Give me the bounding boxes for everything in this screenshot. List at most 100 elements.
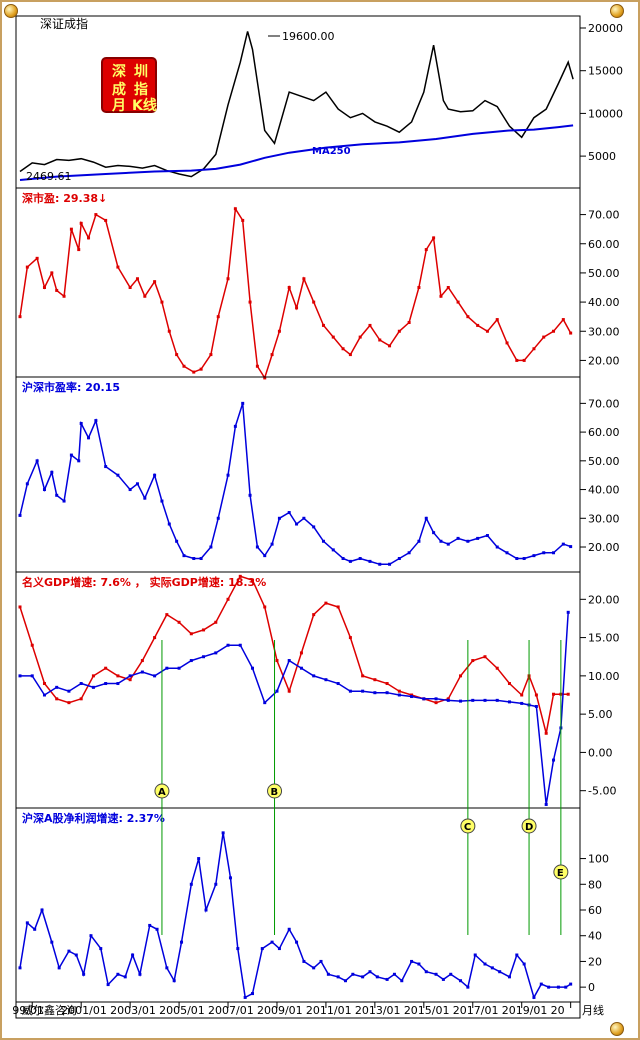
data-point [388, 562, 392, 566]
data-point [275, 659, 279, 663]
data-point [251, 578, 254, 582]
data-point [368, 559, 372, 563]
data-point [471, 659, 475, 663]
y-tick-label: -5.00 [588, 785, 616, 798]
data-point [312, 525, 316, 529]
data-point [263, 701, 267, 705]
data-point [534, 693, 538, 697]
data-point [424, 248, 428, 252]
y-tick-label: 5.00 [588, 708, 613, 721]
chart-panel-2: 20.00 30.00 40.00 50.00 60.00 70.00 深市盈: 29.38… [16, 187, 620, 380]
data-point [331, 335, 335, 339]
data-point [505, 341, 509, 345]
data-point [263, 605, 267, 609]
data-point [302, 516, 306, 520]
panel-title: 深市盈: 29.38↓ [22, 191, 107, 205]
data-point [434, 701, 438, 705]
data-point [167, 329, 171, 333]
data-point [202, 655, 206, 659]
data-point [248, 300, 252, 304]
data-point [87, 436, 91, 440]
data-point [471, 698, 475, 702]
data-point [515, 358, 519, 362]
badge-shenzhen-monthly: 深圳成 指月 K线 [101, 57, 157, 114]
data-point [94, 213, 98, 217]
data-point [507, 975, 511, 979]
badge-char: 指 [134, 81, 148, 98]
badge-char: 圳 [134, 64, 148, 80]
data-point [42, 488, 46, 492]
y-tick-label: 30.00 [588, 512, 620, 525]
data-point [566, 692, 570, 696]
data-point [552, 758, 556, 762]
data-point [226, 643, 230, 647]
data-point [368, 970, 372, 974]
data-point [167, 522, 171, 526]
data-point [358, 335, 362, 339]
data-point [375, 975, 379, 979]
data-point [295, 940, 299, 944]
data-point [312, 300, 316, 304]
marker-d [521, 818, 537, 834]
y-tick-label: 0.00 [588, 746, 613, 759]
chart-panel-1: 5000100001500020000深证成指 [19, 22, 623, 181]
data-point [57, 966, 61, 970]
y-tick-label: 60.00 [588, 426, 620, 439]
data-point [243, 995, 247, 999]
data-point [302, 277, 306, 281]
data-point [94, 419, 98, 423]
data-point [417, 286, 421, 289]
data-point [160, 499, 164, 503]
data-point [522, 557, 526, 561]
badge-char: 月 [111, 98, 126, 114]
x-tick-label: 2017/01 [453, 1004, 499, 1017]
data-point [236, 947, 240, 951]
data-point [277, 516, 281, 520]
data-point [368, 323, 372, 327]
data-point [446, 697, 450, 701]
data-point [385, 691, 389, 695]
data-point [466, 315, 470, 319]
window-button-bottom-right[interactable] [610, 1022, 624, 1036]
data-point [182, 554, 186, 558]
ma-label: MA250 [312, 146, 351, 157]
chart-panel-5: 0 20 40 60 80 100 沪深A股净利润增速: 2.37% [16, 807, 609, 1000]
y-tick-label: 60 [588, 904, 602, 917]
data-point [202, 628, 206, 632]
data-point [373, 691, 377, 695]
data-point [189, 632, 193, 636]
data-point [255, 364, 259, 368]
x-tick-label: 2011/01 [306, 1004, 352, 1017]
period-label: 月线 [582, 1003, 604, 1017]
data-point [82, 972, 86, 976]
data-point [175, 539, 179, 543]
data-point [260, 947, 264, 951]
y-tick-label: 40.00 [588, 484, 620, 497]
data-point [270, 353, 274, 357]
data-point [361, 689, 365, 693]
data-point [295, 522, 299, 526]
data-point [62, 294, 66, 298]
data-point [299, 666, 303, 670]
data-point [544, 802, 548, 806]
data-point [275, 689, 279, 693]
data-point [385, 682, 389, 686]
data-point [79, 421, 83, 425]
data-point [361, 975, 365, 979]
data-point [128, 286, 132, 289]
data-point [552, 551, 556, 555]
data-point [18, 966, 22, 970]
data-point [216, 516, 220, 520]
data-point [449, 972, 453, 976]
data-point [79, 221, 83, 225]
data-point [67, 689, 71, 693]
window-button-top-left[interactable] [4, 4, 18, 18]
data-point [441, 977, 445, 981]
y-tick-label: 20.00 [588, 593, 620, 606]
y-tick-label: 60.00 [588, 238, 620, 251]
panel-title: 名义GDP增速: 7.6% ， 实际GDP增速: 18.3% [22, 575, 266, 589]
window-button-top-right[interactable] [610, 4, 624, 18]
data-point [485, 534, 489, 538]
data-point [459, 699, 463, 703]
